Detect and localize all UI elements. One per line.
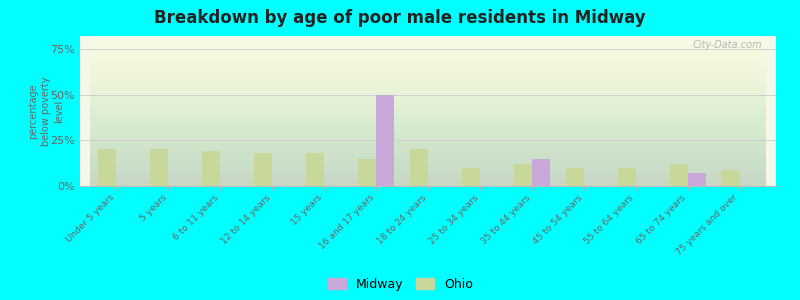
Bar — [670, 164, 688, 186]
Bar — [462, 168, 480, 186]
Legend: Midway, Ohio: Midway, Ohio — [326, 278, 474, 291]
Bar — [98, 149, 116, 186]
Bar — [376, 94, 394, 186]
Bar — [532, 159, 550, 186]
Bar — [254, 153, 272, 186]
Bar — [722, 169, 740, 186]
Bar — [150, 149, 168, 186]
Bar — [306, 153, 324, 186]
Bar — [566, 168, 584, 186]
Bar — [358, 159, 376, 186]
Text: Breakdown by age of poor male residents in Midway: Breakdown by age of poor male residents … — [154, 9, 646, 27]
Bar — [410, 149, 428, 186]
Bar — [688, 173, 706, 186]
Bar — [514, 164, 532, 186]
Text: City-Data.com: City-Data.com — [693, 40, 762, 50]
Bar — [202, 151, 220, 186]
Y-axis label: percentage
below poverty
level: percentage below poverty level — [28, 76, 65, 146]
Bar — [618, 168, 636, 186]
